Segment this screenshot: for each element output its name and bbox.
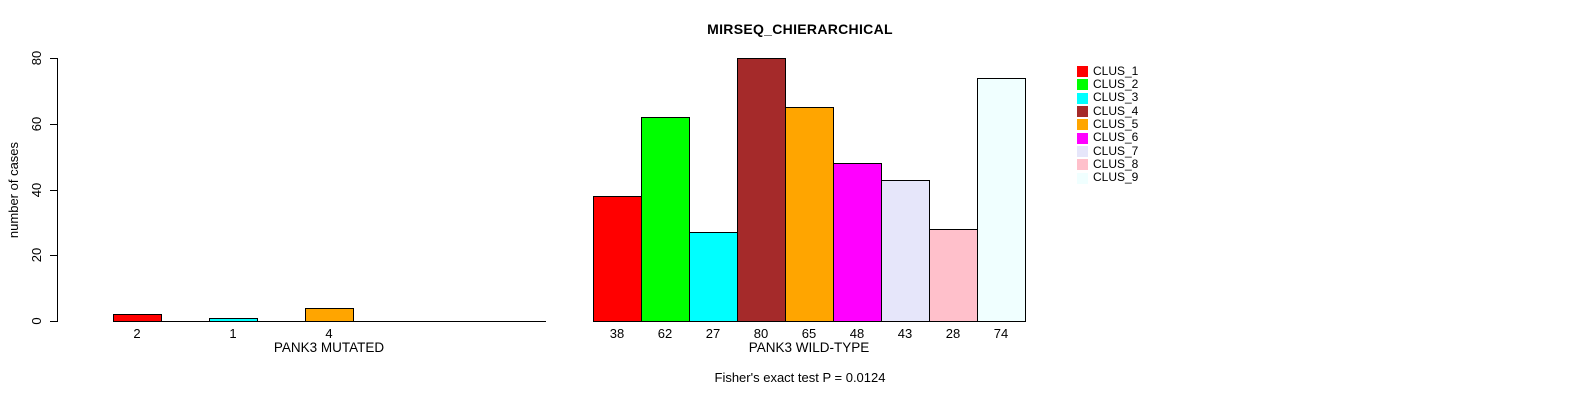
legend-swatch <box>1077 92 1088 104</box>
legend-swatch <box>1077 106 1088 118</box>
y-axis-tick-label: 40 <box>29 182 44 197</box>
bar-value-label: 48 <box>849 326 865 341</box>
bar-clus_1 <box>593 196 642 322</box>
bar-clus_5 <box>305 307 354 322</box>
legend-swatch <box>1077 119 1088 131</box>
y-axis-tick-label: 60 <box>29 116 44 131</box>
legend-label: CLUS_4 <box>1093 103 1139 118</box>
x-axis-group-label: PANK3 WILD-TYPE <box>748 340 870 355</box>
bar-clus_1 <box>113 314 162 322</box>
bar-clus_8 <box>929 228 978 322</box>
y-axis-tick-label: 0 <box>29 317 44 325</box>
y-axis-tick <box>50 189 57 191</box>
y-axis-title: number of cases <box>6 141 21 239</box>
legend-label: CLUS_7 <box>1093 143 1139 158</box>
bar-clus_6 <box>833 163 882 322</box>
bar-value-label: 28 <box>945 326 961 341</box>
y-axis-tick <box>50 123 57 125</box>
y-axis-line <box>57 58 58 322</box>
legend-swatch <box>1077 132 1088 144</box>
legend-label: CLUS_6 <box>1093 130 1139 145</box>
legend-swatch <box>1077 146 1088 158</box>
bar-clus_4 <box>737 58 786 322</box>
bar-value-label: 4 <box>325 326 333 341</box>
y-axis-tick-label: 80 <box>29 50 44 66</box>
bar-clus_5 <box>785 107 834 322</box>
fisher-test-annotation: Fisher's exact test P = 0.0124 <box>714 370 886 385</box>
bar-value-label: 80 <box>753 326 769 341</box>
bar-clus_7 <box>881 179 930 322</box>
legend-label: CLUS_5 <box>1093 116 1139 131</box>
bar-value-label: 62 <box>657 326 673 341</box>
y-axis-tick <box>50 255 57 257</box>
x-axis-group-label: PANK3 MUTATED <box>273 340 385 355</box>
bar-value-label: 27 <box>705 326 721 341</box>
legend-swatch <box>1077 159 1088 171</box>
legend-label: CLUS_3 <box>1093 90 1139 105</box>
bar-value-label: 1 <box>229 326 237 341</box>
bar-value-label: 2 <box>133 326 141 341</box>
legend-swatch <box>1077 172 1088 184</box>
y-axis-tick <box>50 321 57 322</box>
chart-title: MIRSEQ_CHIERARCHICAL <box>707 21 893 37</box>
bar-clus_3 <box>689 232 738 322</box>
bar-clus_9 <box>977 77 1026 322</box>
bar-value-label: 74 <box>993 326 1009 341</box>
bar-clus_3 <box>209 317 258 322</box>
y-axis-tick <box>50 58 57 59</box>
legend-label: CLUS_9 <box>1093 170 1139 185</box>
legend-swatch <box>1077 66 1088 77</box>
bar-value-label: 65 <box>801 326 817 341</box>
legend-label: CLUS_8 <box>1093 156 1139 171</box>
y-axis-tick-label: 20 <box>29 248 44 263</box>
legend-label: CLUS_1 <box>1093 63 1139 78</box>
bar-value-label: 43 <box>897 326 913 341</box>
bar-clus_2 <box>641 117 690 322</box>
bar-value-label: 38 <box>609 326 625 341</box>
legend-swatch <box>1077 79 1088 91</box>
legend-label: CLUS_2 <box>1093 76 1139 91</box>
